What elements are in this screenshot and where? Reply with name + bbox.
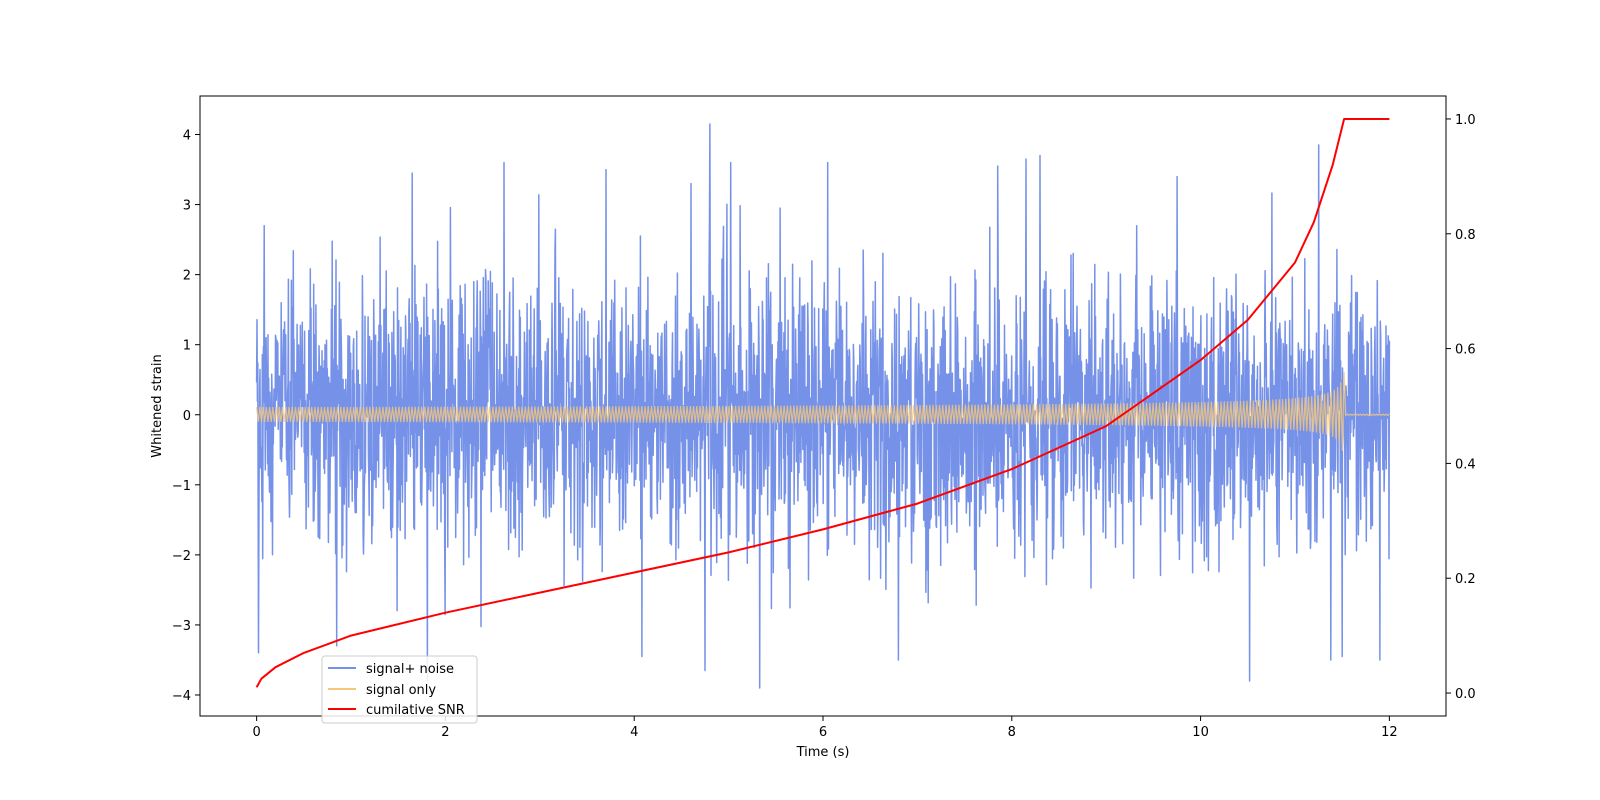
y2-tick-label: 0.2 [1455,572,1476,587]
y-tick-label: 1 [183,339,191,354]
legend-label-cumulative-snr: cumilative SNR [366,703,465,718]
y-tick-label: 2 [183,269,191,284]
x-tick-label: 8 [1008,725,1016,740]
y-tick-label: −4 [172,689,191,704]
y-axis-label: Whitened strain [150,354,165,457]
y-axis-left: −4 −3 −2 −1 0 1 2 3 4 [172,129,200,704]
x-tick-label: 4 [630,725,638,740]
y-tick-label: 0 [183,409,191,424]
y-tick-label: −1 [172,479,191,494]
y2-tick-label: 0.0 [1455,687,1476,702]
series-cumulative-snr [255,118,1390,688]
y2-tick-label: 0.8 [1455,228,1476,243]
x-axis: 0 2 4 6 8 10 12 [252,716,1398,740]
x-tick-label: 2 [441,725,449,740]
legend-label-signal-noise: signal+ noise [366,662,454,677]
y2-tick-label: 1.0 [1455,113,1476,128]
x-tick-label: 0 [252,725,260,740]
x-tick-label: 10 [1192,725,1209,740]
x-axis-label: Time (s) [796,745,850,760]
series-signal-only [256,371,1390,451]
x-tick-label: 12 [1381,725,1398,740]
y2-tick-label: 0.6 [1455,343,1476,358]
y2-tick-label: 0.4 [1455,457,1476,472]
series-layer [255,118,1391,689]
legend-box [321,655,478,724]
y-axis-right: 0.0 0.2 0.4 0.6 0.8 1.0 [1446,113,1476,702]
x-tick-label: 6 [819,725,827,740]
y-tick-label: 3 [183,199,191,214]
legend: signal+ noise signal only cumilative SNR [321,655,478,724]
y-tick-label: 4 [183,129,191,144]
y-tick-label: −2 [172,549,191,564]
y-tick-label: −3 [172,619,191,634]
legend-label-signal-only: signal only [366,683,436,698]
